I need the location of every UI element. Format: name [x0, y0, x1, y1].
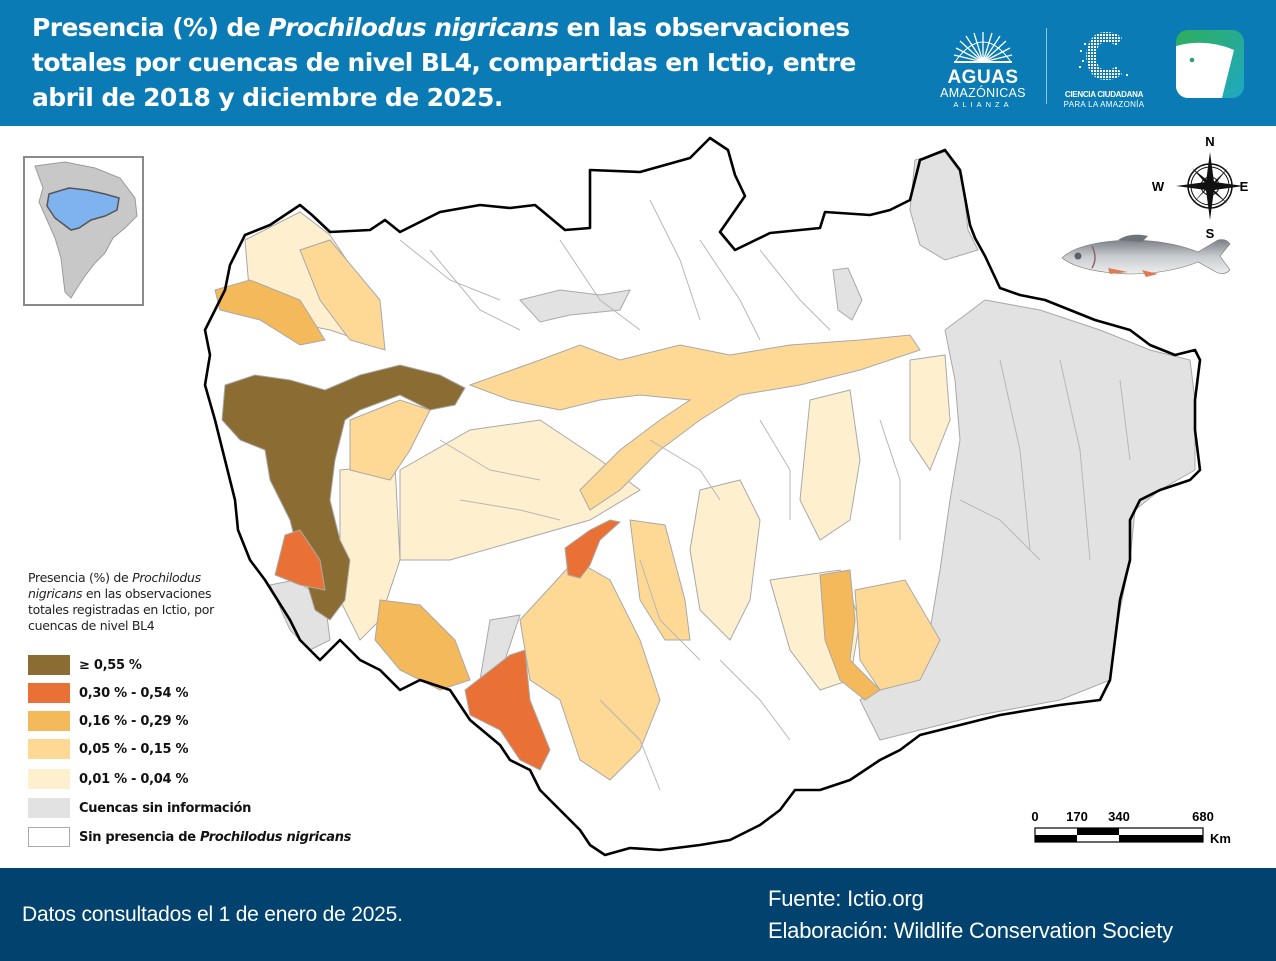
title-text-rest: en las observaciones totales por cuencas…	[32, 13, 856, 112]
source-credit: Fuente: Ictio.org	[768, 886, 924, 911]
ictio-fish-icon	[1176, 30, 1244, 98]
legend-swatch	[28, 739, 70, 759]
ictio-logo	[1176, 30, 1244, 98]
scale-tick-680: 680	[1192, 809, 1214, 824]
legend-swatch	[28, 683, 70, 703]
legend-label: 0,01 % - 0,04 %	[79, 771, 189, 787]
legend-item-001-004: 0,01 % - 0,04 %	[28, 768, 189, 790]
ciencia-c-icon	[1079, 32, 1128, 80]
region-016-029-araguaia	[819, 569, 881, 701]
aguas-logo-line1: AGUAS	[947, 67, 1019, 88]
scale-tick-340: 340	[1108, 809, 1130, 824]
region-016-029-nw	[214, 279, 326, 346]
legend-title-text: Presencia (%) de	[28, 570, 133, 585]
compass-rose: N S W E	[1144, 130, 1254, 241]
scale-bar: 0 170 340 680 Km	[1030, 806, 1250, 850]
region-001-004-trombetas	[909, 354, 951, 472]
legend-item-no-info: Cuencas sin información	[28, 797, 251, 819]
aguas-logo-line2: AMAZÓNICAS	[940, 86, 1026, 100]
author-credit: Elaboración: Wildlife Conservation Socie…	[768, 918, 1173, 943]
region-005-015-tapajos	[629, 519, 691, 641]
legend-title-text-rest: en las observaciones totales registradas…	[28, 586, 214, 633]
south-america-icon	[34, 161, 138, 299]
header-banner: Presencia (%) de Prochilodus nigricans e…	[0, 0, 1276, 126]
legend-label: 0,16 % - 0,29 %	[79, 713, 189, 729]
region-001-004-tapajos	[689, 479, 761, 641]
footer-banner: Datos consultados el 1 de enero de 2025.…	[0, 868, 1276, 961]
title-species: Prochilodus nigricans	[268, 13, 559, 42]
fish-illustration	[1058, 232, 1234, 280]
ciencia-logo-line1: CIENCIA CIUDADANA	[1064, 90, 1144, 99]
inset-locator-map	[23, 156, 144, 306]
ciencia-ciudadana-logo: CIENCIA CIUDADANA PARA LA AMAZONÍA	[1054, 28, 1154, 109]
region-no-info-small-2	[832, 267, 863, 321]
legend-label: Cuencas sin información	[79, 800, 252, 816]
region-005-015-juruá	[349, 399, 431, 481]
aguas-amazonicas-logo: AGUAS AMAZÓNICAS ALIANZA	[918, 28, 1048, 109]
aguas-logo-line3: ALIANZA	[953, 100, 1013, 109]
logo-divider	[1046, 28, 1047, 104]
basin-boundary	[203, 136, 1202, 857]
legend-swatch	[28, 655, 70, 675]
legend-label-species: Prochilodus nigricans	[199, 829, 352, 845]
scale-tick-0: 0	[1031, 809, 1038, 824]
legend-label: 0,30 % - 0,54 %	[79, 685, 189, 701]
region-030-054-madre-de-dios	[464, 649, 551, 771]
amazon-basin-map	[203, 136, 1202, 857]
legend-item-030-054: 0,30 % - 0,54 %	[28, 682, 189, 704]
legend-label: ≥ 0,55 %	[79, 657, 142, 673]
title-text: Presencia (%) de	[32, 13, 269, 42]
legend-item-absent: Sin presencia de Prochilodus nigricans	[28, 826, 351, 848]
region-001-004-center	[399, 419, 641, 561]
data-consulted-note: Datos consultados el 1 de enero de 2025.	[22, 903, 403, 926]
legend-title-species: Prochilodus nigricans	[28, 570, 201, 601]
prochilodus-fish-icon	[1061, 234, 1231, 277]
region-016-029-ucayali	[374, 599, 471, 691]
region-001-004-xingu	[799, 389, 861, 541]
compass-w: W	[1152, 179, 1165, 194]
region-005-015-north-west	[299, 239, 386, 351]
region-005-015-xingu	[854, 579, 941, 691]
legend-item-055-plus: ≥ 0,55 %	[28, 654, 142, 676]
scale-tick-170: 170	[1066, 809, 1088, 824]
compass-s: S	[1206, 226, 1215, 240]
legend-item-016-029: 0,16 % - 0,29 %	[28, 710, 189, 732]
region-055-plus	[221, 364, 466, 621]
scale-unit: Km	[1210, 831, 1231, 846]
legend-label-prefix: Sin presencia de	[79, 829, 200, 845]
scale-bar-graphic: 0 170 340 680 Km	[1031, 809, 1231, 846]
region-no-info-small-1	[519, 289, 631, 323]
region-030-054-marañon	[274, 529, 326, 591]
compass-n: N	[1205, 134, 1214, 149]
compass-e: E	[1240, 179, 1249, 194]
subbasin-lines	[399, 199, 1131, 791]
legend-title: Presencia (%) de Prochilodus nigricans e…	[28, 570, 243, 634]
legend-label: 0,05 % - 0,15 %	[79, 741, 189, 757]
legend-swatch	[28, 711, 70, 731]
fan-icon	[953, 32, 1013, 63]
map-area: Presencia (%) de Prochilodus nigricans e…	[0, 126, 1276, 868]
compass-icon: N S W E	[1152, 134, 1249, 241]
region-005-015-main-stem	[468, 334, 921, 511]
legend-swatch	[28, 798, 70, 818]
region-030-054-purus	[564, 519, 622, 579]
legend-swatch	[28, 827, 70, 847]
legend-swatch	[28, 769, 70, 789]
legend-item-005-015: 0,05 % - 0,15 %	[28, 738, 189, 760]
legend-label: Sin presencia de Prochilodus nigricans	[79, 830, 351, 845]
page-title: Presencia (%) de Prochilodus nigricans e…	[32, 10, 872, 115]
map-legend: Presencia (%) de Prochilodus nigricans e…	[28, 570, 368, 847]
ciencia-logo-line2: PARA LA AMAZONÍA	[1063, 100, 1145, 109]
